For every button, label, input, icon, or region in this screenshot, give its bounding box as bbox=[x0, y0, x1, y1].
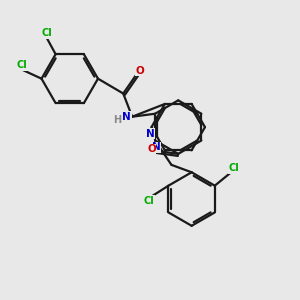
Text: N: N bbox=[152, 142, 161, 152]
Text: O: O bbox=[135, 66, 144, 76]
Text: O: O bbox=[147, 144, 156, 154]
Text: Cl: Cl bbox=[229, 164, 239, 173]
Text: Cl: Cl bbox=[144, 196, 154, 206]
Text: Cl: Cl bbox=[17, 60, 28, 70]
Text: N: N bbox=[146, 129, 154, 139]
Text: Cl: Cl bbox=[41, 28, 52, 38]
Text: H: H bbox=[112, 115, 121, 125]
Text: N: N bbox=[122, 112, 131, 122]
